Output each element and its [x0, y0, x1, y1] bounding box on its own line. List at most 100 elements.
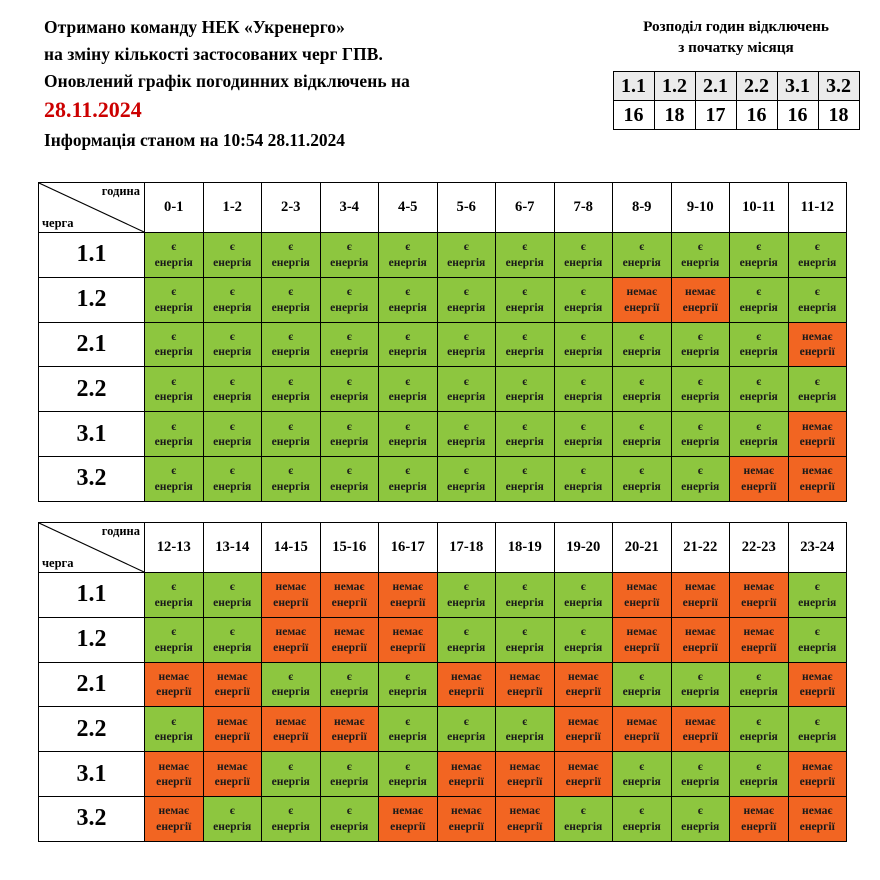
- cell-power-available: є енергія: [436, 616, 496, 663]
- cell-power-available: є енергія: [729, 411, 789, 457]
- cell-power-available: є енергія: [495, 455, 555, 502]
- cell-text-line-1: є: [346, 804, 352, 818]
- cell-text-line-1: є: [229, 285, 235, 299]
- schedule-row: 1.1 є енергія є енергія є енергія є енергія є енер…: [38, 232, 847, 278]
- summary-hours-row: 16 18 17 16 16 18: [612, 100, 860, 130]
- cell-text-line-2: енергія: [798, 390, 837, 404]
- cell-text-line-2: енергії: [682, 595, 718, 609]
- cell-text-line-1: є: [171, 625, 177, 639]
- cell-text-line-2: енергії: [682, 300, 718, 314]
- cell-text-line-1: немає: [743, 464, 774, 478]
- cell-power-available: є енергія: [378, 706, 438, 753]
- cell-power-available: є енергія: [553, 321, 613, 368]
- cell-power-outage: немає енергії: [436, 661, 496, 708]
- cell-text-line-2: енергія: [213, 300, 252, 314]
- cell-power-outage: немає енергії: [670, 572, 730, 618]
- cell-text-line-2: енергії: [214, 730, 250, 744]
- cell-power-outage: немає енергії: [729, 455, 789, 502]
- cell-power-available: є енергія: [553, 366, 613, 413]
- cell-text-line-1: немає: [392, 580, 423, 594]
- cell-text-line-1: є: [580, 580, 586, 594]
- cell-text-line-2: енергія: [330, 300, 369, 314]
- schedule-row: 2.2 є енергія є енергія є енергія є енергія є енер…: [38, 366, 847, 413]
- cell-text-line-1: немає: [568, 669, 599, 683]
- schedule-header-row: година черга 0-1 1-2 2-3 3-4 4-5 5-6 6-7 7-8 8-9 9-…: [38, 182, 847, 233]
- cell-power-available: є енергія: [729, 276, 789, 323]
- cell-text-line-2: енергія: [622, 345, 661, 359]
- schedule-row: 3.2 немає енергії є енергія є енергія є енергія н…: [38, 795, 847, 842]
- cell-text-line-1: є: [697, 804, 703, 818]
- cell-text-line-2: енергія: [622, 819, 661, 833]
- cell-text-line-1: є: [288, 804, 294, 818]
- cell-text-line-2: енергія: [154, 640, 193, 654]
- cell-text-line-2: енергія: [447, 345, 486, 359]
- cell-text-line-2: енергії: [565, 775, 601, 789]
- cell-text-line-2: енергія: [564, 640, 603, 654]
- cell-power-outage: немає енергії: [612, 572, 672, 618]
- cell-power-available: є енергія: [436, 321, 496, 368]
- cell-text-line-2: енергія: [622, 435, 661, 449]
- cell-text-line-1: є: [346, 669, 352, 683]
- cell-text-line-1: є: [171, 464, 177, 478]
- cell-text-line-2: енергії: [273, 730, 309, 744]
- cell-text-line-2: енергія: [564, 819, 603, 833]
- cell-text-line-2: енергії: [799, 435, 835, 449]
- hour-column-header: 10-11: [729, 182, 789, 233]
- summary-hours-cell: 17: [694, 100, 737, 130]
- cell-text-line-2: енергія: [622, 479, 661, 493]
- cell-text-line-2: енергія: [505, 595, 544, 609]
- cell-text-line-1: є: [463, 374, 469, 388]
- cell-text-line-2: енергія: [330, 255, 369, 269]
- cell-power-available: є енергія: [495, 616, 555, 663]
- cell-text-line-1: немає: [451, 669, 482, 683]
- cell-text-line-1: є: [171, 580, 177, 594]
- cell-text-line-1: є: [639, 464, 645, 478]
- cell-text-line-1: є: [639, 419, 645, 433]
- summary-hours-cell: 16: [612, 100, 655, 130]
- cell-power-outage: немає енергії: [787, 751, 847, 797]
- cell-power-available: є енергія: [261, 321, 321, 368]
- summary-title-line-1: Розподіл годин відключень: [643, 18, 829, 35]
- cell-text-line-2: енергії: [682, 640, 718, 654]
- cell-power-available: є енергія: [202, 366, 262, 413]
- cell-text-line-1: є: [171, 374, 177, 388]
- cell-text-line-1: є: [697, 374, 703, 388]
- cell-text-line-2: енергія: [798, 255, 837, 269]
- cell-power-outage: немає енергії: [202, 661, 262, 708]
- cell-text-line-1: є: [756, 329, 762, 343]
- cell-text-line-1: немає: [334, 714, 365, 728]
- cell-text-line-1: є: [639, 669, 645, 683]
- cell-text-line-1: є: [229, 240, 235, 254]
- cell-power-outage: немає енергії: [729, 572, 789, 618]
- hour-column-header: 4-5: [378, 182, 438, 233]
- cell-power-available: є енергія: [612, 232, 672, 278]
- cell-text-line-2: енергія: [505, 255, 544, 269]
- cell-power-available: є енергія: [378, 366, 438, 413]
- schedule-row: 2.1 є енергія є енергія є енергія є енергія є енер…: [38, 321, 847, 368]
- notice-status: Інформація станом на 10:54 28.11.2024: [44, 130, 345, 150]
- cell-text-line-1: є: [522, 625, 528, 639]
- cell-power-available: є енергія: [202, 795, 262, 842]
- cell-power-available: є енергія: [670, 661, 730, 708]
- cell-text-line-2: енергії: [624, 730, 660, 744]
- hour-column-header: 5-6: [436, 182, 496, 233]
- cell-text-line-1: є: [639, 759, 645, 773]
- cell-text-line-1: є: [756, 374, 762, 388]
- cell-text-line-2: енергія: [271, 479, 310, 493]
- cell-power-outage: немає енергії: [319, 616, 379, 663]
- cell-power-available: є енергія: [670, 366, 730, 413]
- cell-power-available: є енергія: [144, 616, 204, 663]
- cell-text-line-2: енергія: [447, 479, 486, 493]
- cell-text-line-1: немає: [685, 285, 716, 299]
- queue-label-cell: 1.1: [38, 572, 145, 618]
- cell-power-available: є енергія: [495, 572, 555, 618]
- cell-power-available: є енергія: [319, 232, 379, 278]
- cell-text-line-1: є: [756, 240, 762, 254]
- schedule-corner-cell: година черга: [38, 522, 145, 573]
- cell-text-line-1: є: [580, 464, 586, 478]
- cell-text-line-1: є: [346, 374, 352, 388]
- cell-power-available: є енергія: [144, 276, 204, 323]
- cell-text-line-2: енергія: [213, 255, 252, 269]
- summary-hours-cell: 18: [817, 100, 860, 130]
- cell-text-line-1: є: [171, 240, 177, 254]
